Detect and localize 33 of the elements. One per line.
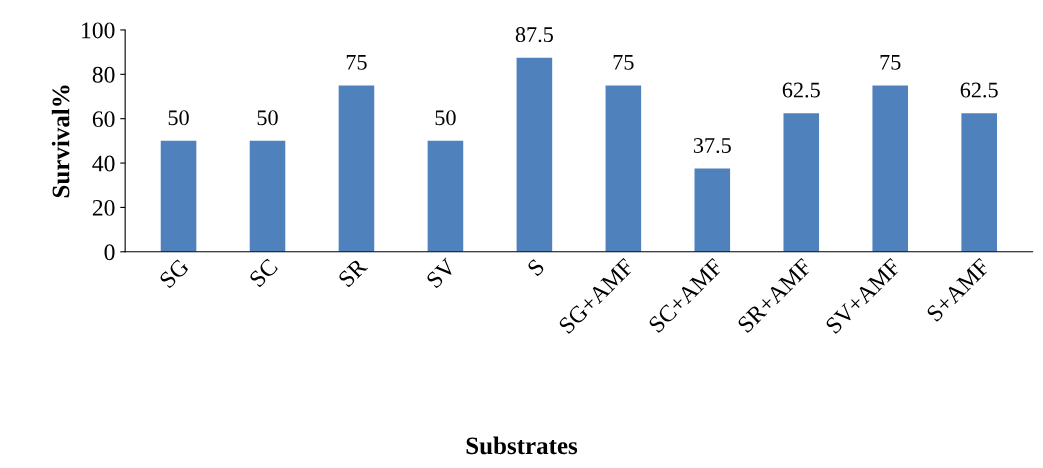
bar — [783, 113, 820, 252]
data-label: 50 — [168, 110, 189, 126]
data-label: 62.5 — [960, 82, 998, 98]
data-label: 75 — [346, 55, 367, 70]
data-label: 37.5 — [693, 138, 731, 154]
data-label: 87.5 — [515, 27, 553, 43]
bar — [961, 113, 997, 252]
y-tick-label: 40 — [92, 155, 115, 172]
x-tick-label: SC — [248, 258, 279, 288]
bar — [160, 140, 197, 252]
x-tick-label: SG — [158, 257, 190, 289]
data-label: 50 — [435, 110, 456, 126]
x-tick-label: SR — [337, 257, 369, 288]
bar — [694, 168, 731, 252]
y-tick-label: 60 — [92, 111, 115, 128]
bar — [605, 85, 642, 252]
bar — [516, 57, 553, 252]
data-label: 50 — [257, 110, 278, 126]
bar — [427, 140, 464, 252]
y-tick-label: 20 — [92, 199, 115, 216]
data-label: 75 — [880, 55, 901, 70]
x-tick-label: S — [526, 258, 546, 277]
y-tick-label: 80 — [92, 66, 115, 83]
bar — [249, 140, 286, 252]
data-label: 75 — [613, 55, 634, 70]
y-tick-label: 100 — [82, 22, 115, 39]
data-label: 62.5 — [782, 82, 820, 98]
bar — [338, 85, 375, 252]
y-axis-title: Survival% — [51, 85, 70, 198]
bar — [872, 85, 909, 252]
y-tick-label: 0 — [104, 244, 115, 261]
x-tick-label: SV — [425, 257, 458, 289]
x-axis-title: Substrates — [466, 436, 578, 455]
